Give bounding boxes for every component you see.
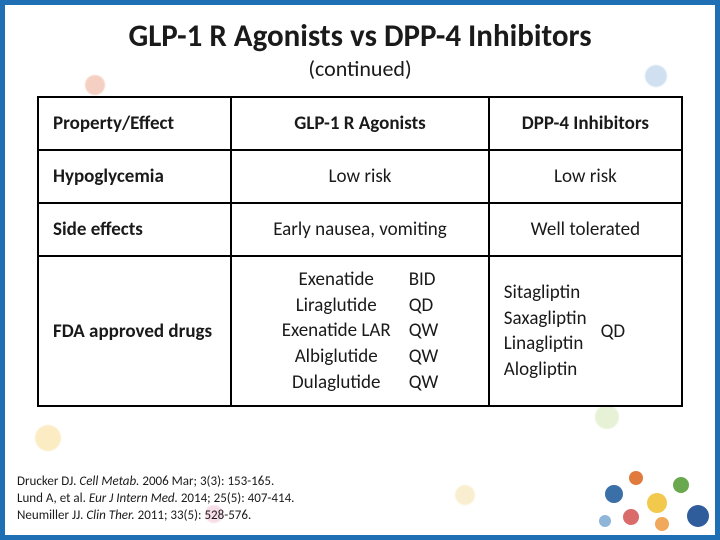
glp-drug-names: Exenatide Liraglutide Exenatide LAR Albi… — [282, 267, 391, 395]
ref-author: Lund A, et al. — [17, 491, 86, 506]
col-header-property: Property/Effect — [38, 97, 231, 150]
ref-author: Neumiller JJ. — [17, 508, 83, 523]
drug-name: Albiglutide — [295, 344, 378, 370]
ref-author: Drucker DJ. — [17, 474, 76, 489]
slide-title: GLP-1 R Agonists vs DPP-4 Inhibitors — [35, 19, 685, 53]
drug-freq: QW — [409, 344, 439, 370]
drug-name: Exenatide — [299, 267, 374, 293]
cell-glp: Low risk — [231, 150, 489, 203]
comparison-table: Property/Effect GLP-1 R Agonists DPP-4 I… — [37, 96, 683, 407]
title-block: GLP-1 R Agonists vs DPP-4 Inhibitors (co… — [5, 5, 715, 86]
ref-journal: Eur J Intern Med. — [89, 491, 178, 506]
col-header-glp: GLP-1 R Agonists — [231, 97, 489, 150]
row-label: Hypoglycemia — [38, 150, 231, 203]
table-header-row: Property/Effect GLP-1 R Agonists DPP-4 I… — [38, 97, 682, 150]
ref-journal: Cell Metab. — [79, 474, 139, 489]
drug-name: Linagliptin — [504, 331, 584, 357]
cell-dpp: Well tolerated — [489, 203, 682, 256]
comparison-table-wrap: Property/Effect GLP-1 R Agonists DPP-4 I… — [5, 86, 715, 407]
slide-frame: GLP-1 R Agonists vs DPP-4 Inhibitors (co… — [0, 0, 720, 540]
dpp-drug-freq: QD — [601, 320, 625, 343]
drug-name: Alogliptin — [504, 357, 578, 383]
drug-freq: BID — [409, 267, 436, 293]
drug-name: Sitagliptin — [504, 280, 580, 306]
cell-glp: Early nausea, vomiting — [231, 203, 489, 256]
row-label-fda: FDA approved drugs — [38, 256, 231, 406]
drug-name: Dulaglutide — [292, 370, 380, 396]
ref-journal: Clin Ther. — [86, 508, 134, 523]
table-row: Side effects Early nausea, vomiting Well… — [38, 203, 682, 256]
drug-freq: QW — [409, 318, 439, 344]
reference-line: Neumiller JJ. Clin Ther. 2011; 33(5): 52… — [17, 508, 294, 525]
glp-drug-freq: BID QD QW QW QW — [409, 267, 439, 395]
reference-line: Lund A, et al. Eur J Intern Med. 2014; 2… — [17, 491, 294, 508]
drug-name: Exenatide LAR — [282, 318, 391, 344]
cell-glp-drugs: Exenatide Liraglutide Exenatide LAR Albi… — [231, 256, 489, 406]
drug-freq: QW — [409, 370, 439, 396]
ref-cite: 2014; 25(5): 407-414. — [181, 491, 295, 506]
cell-dpp: Low risk — [489, 150, 682, 203]
drug-name: Saxagliptin — [504, 306, 587, 332]
ref-cite: 2006 Mar; 3(3): 153-165. — [142, 474, 274, 489]
references: Drucker DJ. Cell Metab. 2006 Mar; 3(3): … — [17, 474, 294, 525]
dpp-drug-names: Sitagliptin Saxagliptin Linagliptin Alog… — [504, 280, 587, 383]
drug-freq: QD — [409, 293, 433, 319]
corner-decoration — [595, 465, 715, 535]
slide-subtitle: (continued) — [35, 55, 685, 82]
col-header-dpp: DPP-4 Inhibitors — [489, 97, 682, 150]
cell-dpp-drugs: Sitagliptin Saxagliptin Linagliptin Alog… — [489, 256, 682, 406]
table-row: Hypoglycemia Low risk Low risk — [38, 150, 682, 203]
drug-name: Liraglutide — [296, 293, 377, 319]
reference-line: Drucker DJ. Cell Metab. 2006 Mar; 3(3): … — [17, 474, 294, 491]
ref-cite: 2011; 33(5): 528-576. — [138, 508, 252, 523]
table-row-fda: FDA approved drugs Exenatide Liraglutide… — [38, 256, 682, 406]
row-label: Side effects — [38, 203, 231, 256]
